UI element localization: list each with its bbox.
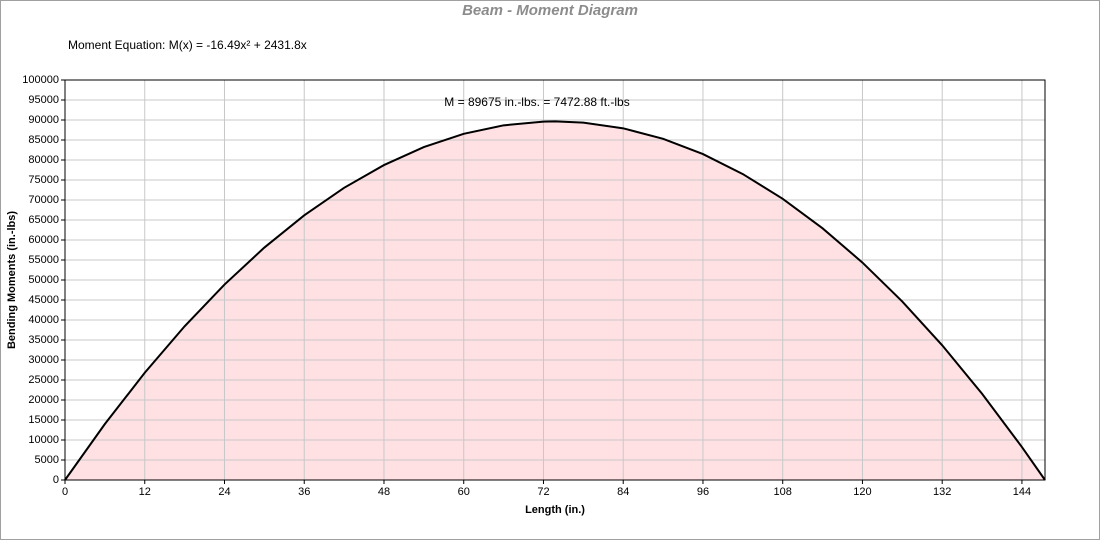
x-tick-label: 120 bbox=[853, 486, 871, 498]
y-tick-label: 10000 bbox=[28, 434, 59, 446]
x-tick-label: 0 bbox=[62, 486, 68, 498]
x-tick-label: 108 bbox=[774, 486, 792, 498]
x-tick-label: 144 bbox=[1013, 486, 1031, 498]
x-tick-label: 12 bbox=[139, 486, 151, 498]
x-tick-label: 60 bbox=[458, 486, 470, 498]
y-tick-label: 85000 bbox=[28, 134, 59, 146]
x-tick-label: 24 bbox=[218, 486, 230, 498]
plot-border bbox=[64, 79, 1046, 481]
y-tick-label: 15000 bbox=[28, 414, 59, 426]
y-tick-label: 75000 bbox=[28, 174, 59, 186]
y-axis-label: Bending Moments (in.-lbs) bbox=[6, 211, 18, 349]
x-tick-label: 84 bbox=[617, 486, 629, 498]
y-tick-label: 30000 bbox=[28, 354, 59, 366]
x-axis-label: Length (in.) bbox=[525, 504, 585, 516]
y-tick-label: 60000 bbox=[28, 234, 59, 246]
y-tick-label: 65000 bbox=[28, 214, 59, 226]
x-tick-label: 96 bbox=[697, 486, 709, 498]
annotation: M = 89675 in.-lbs. = 7472.88 ft.-lbs bbox=[444, 95, 629, 109]
y-tick-label: 95000 bbox=[28, 94, 59, 106]
area bbox=[65, 121, 1045, 480]
y-tick-label: 25000 bbox=[28, 374, 59, 386]
y-tick-label: 45000 bbox=[28, 294, 59, 306]
y-tick-label: 100000 bbox=[22, 74, 59, 86]
y-tick-label: 70000 bbox=[28, 194, 59, 206]
x-tick-label: 132 bbox=[933, 486, 951, 498]
y-tick-label: 40000 bbox=[28, 314, 59, 326]
y-tick-label: 0 bbox=[53, 474, 59, 486]
x-tick-label: 72 bbox=[537, 486, 549, 498]
y-tick-label: 35000 bbox=[28, 334, 59, 346]
chart-title: Beam - Moment Diagram bbox=[462, 2, 638, 19]
y-tick-label: 5000 bbox=[35, 454, 59, 466]
y-tick-label: 90000 bbox=[28, 114, 59, 126]
line bbox=[64, 120, 1046, 481]
y-tick-label: 80000 bbox=[28, 154, 59, 166]
chart-subtitle: Moment Equation: M(x) = -16.49x² + 2431.… bbox=[68, 38, 307, 52]
y-tick-label: 50000 bbox=[28, 274, 59, 286]
x-tick-label: 36 bbox=[298, 486, 310, 498]
x-tick-label: 48 bbox=[378, 486, 390, 498]
y-tick-label: 20000 bbox=[28, 394, 59, 406]
y-tick-label: 55000 bbox=[28, 254, 59, 266]
